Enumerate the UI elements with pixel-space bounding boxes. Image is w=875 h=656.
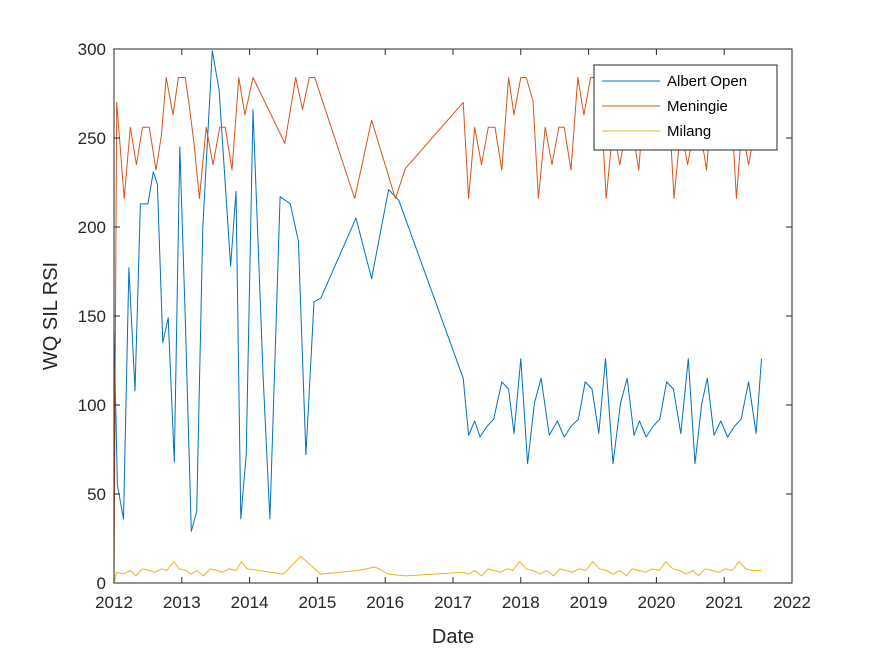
series-line-0	[113, 50, 762, 532]
legend-label-2: Milang	[667, 123, 711, 140]
x-tick-label: 2020	[637, 593, 675, 612]
series-layer	[113, 50, 762, 584]
y-tick-label: 100	[78, 396, 106, 415]
series-line-1	[113, 77, 762, 584]
series-line-2	[113, 555, 762, 584]
x-tick-label: 2018	[502, 593, 540, 612]
x-tick-label: 2013	[163, 593, 201, 612]
x-tick-label: 2019	[570, 593, 608, 612]
y-axis-label: WQ SIL RSI	[40, 262, 62, 370]
y-tick-label: 150	[78, 307, 106, 326]
y-tick-label: 50	[87, 485, 106, 504]
x-tick-label: 2015	[298, 593, 336, 612]
x-tick-label: 2016	[366, 593, 404, 612]
x-axis-label: Date	[432, 626, 474, 648]
x-tick-label: 2021	[705, 593, 743, 612]
x-tick-label: 2017	[434, 593, 472, 612]
legend: Albert Open Meningie Milang	[593, 64, 778, 151]
x-tick-label: 2012	[95, 593, 133, 612]
y-tick-label: 0	[97, 574, 106, 593]
legend-box	[593, 64, 778, 151]
x-tick-label: 2014	[231, 593, 269, 612]
y-tick-label: 300	[78, 40, 106, 59]
x-tick-labels: 2012 2013 2014 2015 2016 2017 2018 2019 2020 2021…	[95, 593, 811, 612]
legend-label-0: Albert Open	[667, 73, 747, 90]
legend-label-1: Meningie	[667, 98, 728, 115]
tick-marks	[113, 48, 793, 584]
x-tick-label: 2022	[773, 593, 811, 612]
y-tick-label: 250	[78, 129, 106, 148]
y-tick-labels: 0 50 100 150 200 250 300	[78, 40, 106, 593]
y-tick-label: 200	[78, 218, 106, 237]
